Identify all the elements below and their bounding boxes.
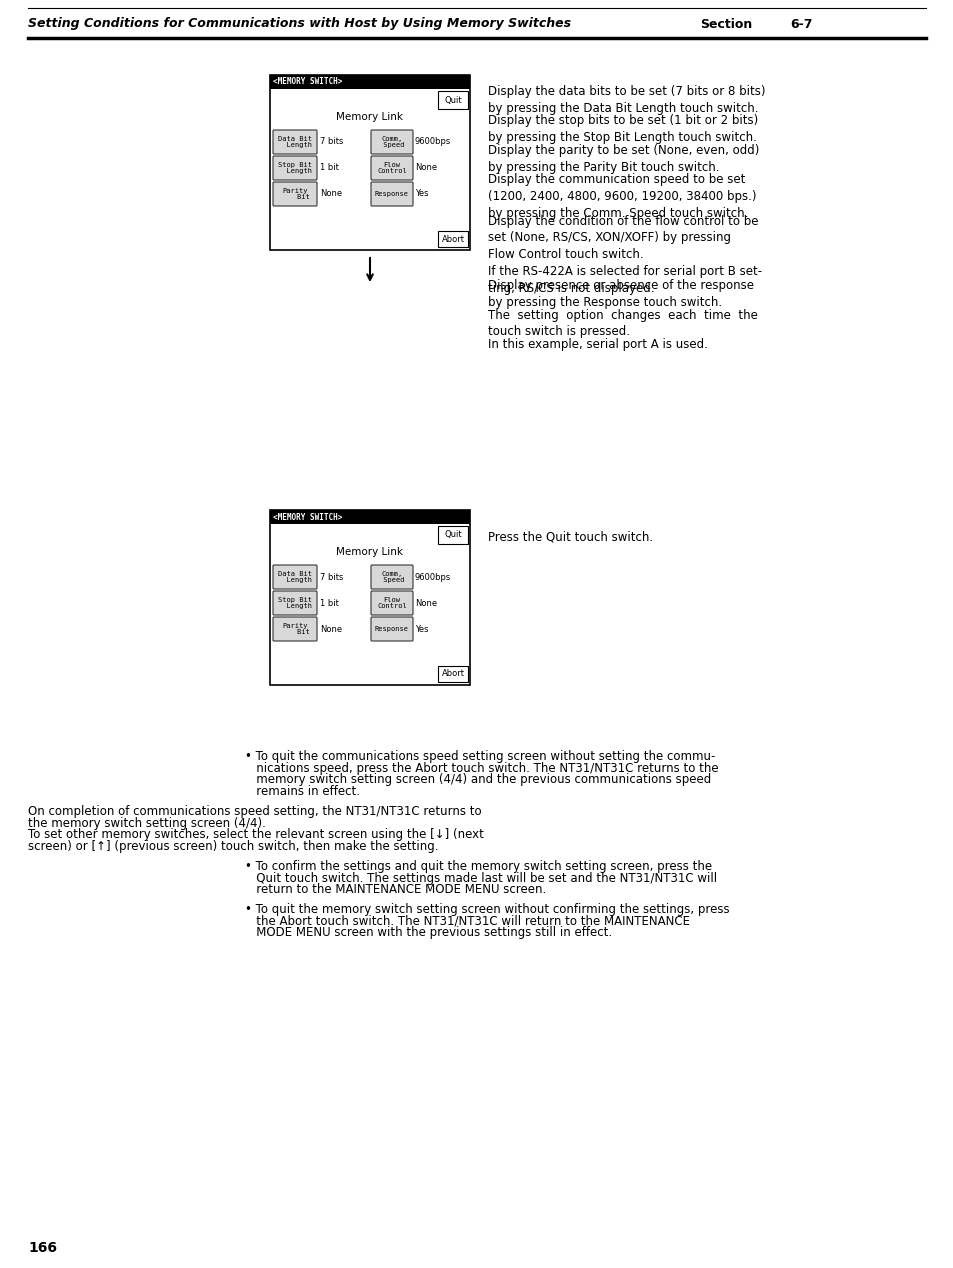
Text: <MEMORY SWITCH>: <MEMORY SWITCH> [273, 77, 342, 86]
FancyBboxPatch shape [273, 618, 316, 642]
Text: The  setting  option  changes  each  time  the
touch switch is pressed.: The setting option changes each time the… [488, 308, 757, 339]
Text: Stop Bit
  Length: Stop Bit Length [277, 162, 312, 174]
Text: 1 bit: 1 bit [319, 598, 338, 607]
Text: MODE MENU screen with the previous settings still in effect.: MODE MENU screen with the previous setti… [245, 927, 612, 940]
FancyBboxPatch shape [371, 183, 413, 205]
Text: Display the parity to be set (None, even, odd)
by pressing the Parity Bit touch : Display the parity to be set (None, even… [488, 145, 759, 174]
Text: None: None [319, 189, 342, 199]
Text: On completion of communications speed setting, the NT31/NT31C returns to: On completion of communications speed se… [28, 805, 481, 818]
Text: 7 bits: 7 bits [319, 137, 343, 147]
FancyBboxPatch shape [371, 566, 413, 590]
Text: Press the Quit touch switch.: Press the Quit touch switch. [488, 530, 653, 543]
Text: 7 bits: 7 bits [319, 572, 343, 582]
Text: None: None [319, 625, 342, 634]
Text: Display the stop bits to be set (1 bit or 2 bits)
by pressing the Stop Bit Lengt: Display the stop bits to be set (1 bit o… [488, 114, 758, 145]
FancyBboxPatch shape [273, 566, 316, 590]
Text: Comm,
 Speed: Comm, Speed [379, 136, 404, 148]
FancyBboxPatch shape [371, 156, 413, 180]
Text: remains in effect.: remains in effect. [245, 785, 359, 798]
Bar [270, 510, 470, 524]
FancyBboxPatch shape [371, 591, 413, 615]
Text: Quit: Quit [444, 530, 461, 539]
Text: Data Bit
  Length: Data Bit Length [277, 136, 312, 148]
Text: Abort: Abort [441, 670, 464, 678]
Text: memory switch setting screen (4/4) and the previous communications speed: memory switch setting screen (4/4) and t… [245, 773, 711, 786]
Text: In this example, serial port A is used.: In this example, serial port A is used. [488, 339, 707, 351]
Text: • To quit the memory switch setting screen without confirming the settings, pres: • To quit the memory switch setting scre… [245, 903, 729, 915]
Text: Quit: Quit [444, 95, 461, 104]
Text: Abort: Abort [441, 235, 464, 243]
FancyBboxPatch shape [371, 131, 413, 153]
Text: 1 bit: 1 bit [319, 164, 338, 172]
Text: 6-7: 6-7 [789, 18, 812, 30]
Bar [270, 75, 470, 250]
Text: Display the communication speed to be set
(1200, 2400, 4800, 9600, 19200, 38400 : Display the communication speed to be se… [488, 174, 756, 219]
Text: Data Bit
  Length: Data Bit Length [277, 571, 312, 583]
Text: 9600bps: 9600bps [415, 572, 451, 582]
Text: None: None [415, 164, 436, 172]
Text: Quit touch switch. The settings made last will be set and the NT31/NT31C will: Quit touch switch. The settings made las… [245, 871, 717, 885]
Bar [437, 91, 468, 109]
Text: Parity
    Bit: Parity Bit [280, 188, 310, 200]
FancyBboxPatch shape [273, 183, 316, 205]
Text: Memory Link: Memory Link [336, 547, 403, 557]
Text: Yes: Yes [415, 189, 428, 199]
Text: To set other memory switches, select the relevant screen using the [↓] (next: To set other memory switches, select the… [28, 828, 483, 842]
Text: Setting Conditions for Communications with Host by Using Memory Switches: Setting Conditions for Communications wi… [28, 18, 571, 30]
Text: • To quit the communications speed setting screen without setting the commu-: • To quit the communications speed setti… [245, 749, 715, 763]
Text: 166: 166 [28, 1241, 57, 1255]
Text: Yes: Yes [415, 625, 428, 634]
Bar [270, 75, 470, 89]
FancyBboxPatch shape [371, 618, 413, 642]
Bar [437, 526, 468, 544]
Text: nications speed, press the Abort touch switch. The NT31/NT31C returns to the: nications speed, press the Abort touch s… [245, 762, 718, 775]
Text: the memory switch setting screen (4/4).: the memory switch setting screen (4/4). [28, 817, 266, 829]
FancyBboxPatch shape [273, 156, 316, 180]
FancyBboxPatch shape [273, 131, 316, 153]
Text: None: None [415, 598, 436, 607]
Text: 9600bps: 9600bps [415, 137, 451, 147]
FancyBboxPatch shape [273, 591, 316, 615]
Bar [437, 231, 468, 247]
Text: Flow
Control: Flow Control [376, 597, 406, 609]
Text: Stop Bit
  Length: Stop Bit Length [277, 597, 312, 609]
Text: Display presence or absence of the response
by pressing the Response touch switc: Display presence or absence of the respo… [488, 279, 753, 309]
Text: return to the MAINTENANCE MODE MENU screen.: return to the MAINTENANCE MODE MENU scre… [245, 884, 546, 896]
Text: Response: Response [375, 191, 409, 197]
Text: Parity
    Bit: Parity Bit [280, 623, 310, 635]
Text: Response: Response [375, 626, 409, 631]
Text: Memory Link: Memory Link [336, 112, 403, 122]
Text: Flow
Control: Flow Control [376, 162, 406, 174]
Text: screen) or [↑] (previous screen) touch switch, then make the setting.: screen) or [↑] (previous screen) touch s… [28, 841, 438, 853]
Text: • To confirm the settings and quit the memory switch setting screen, press the: • To confirm the settings and quit the m… [245, 860, 711, 872]
Text: the Abort touch switch. The NT31/NT31C will return to the MAINTENANCE: the Abort touch switch. The NT31/NT31C w… [245, 914, 689, 928]
Text: Section: Section [700, 18, 752, 30]
Text: <MEMORY SWITCH>: <MEMORY SWITCH> [273, 512, 342, 521]
Text: Display the data bits to be set (7 bits or 8 bits)
by pressing the Data Bit Leng: Display the data bits to be set (7 bits … [488, 85, 764, 115]
Text: Display the condition of the flow control to be
set (None, RS/CS, XON/XOFF) by p: Display the condition of the flow contro… [488, 214, 761, 294]
Bar [437, 666, 468, 682]
Bar [270, 510, 470, 685]
Text: Comm,
 Speed: Comm, Speed [379, 571, 404, 583]
